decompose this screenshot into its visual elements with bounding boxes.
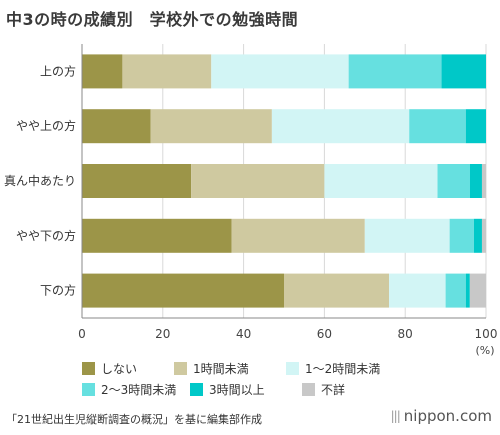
- bar-segment: [284, 273, 390, 308]
- x-tick-label: 80: [398, 327, 413, 341]
- bar-segment: [271, 109, 410, 144]
- bar-segment: [481, 218, 486, 253]
- legend-swatch: [82, 361, 95, 375]
- x-axis: 0 20 40 60 80 100 (%): [78, 44, 497, 357]
- bar-segment: [473, 218, 482, 253]
- source-note: 「21世紀出生児縦断調査の概況」を基に編集部作成: [6, 413, 262, 426]
- category-label: 下の方: [40, 283, 76, 298]
- x-unit-label: (%): [475, 344, 494, 357]
- legend-item-3h-plus: 3時間以上: [190, 381, 294, 397]
- legend-label: 1～2時間未満: [305, 361, 381, 376]
- bar-segment: [82, 54, 123, 89]
- legend-item-unknown: 不詳: [302, 381, 345, 397]
- legend-item-1-2h: 1～2時間未満: [286, 360, 404, 376]
- bar-segment: [437, 164, 470, 198]
- bar-segment: [348, 54, 442, 89]
- legend-swatch: [174, 361, 187, 375]
- category-label: 上の方: [40, 63, 76, 78]
- legend-item-under-1h: 1時間未満: [174, 360, 278, 376]
- category-label: やや上の方: [16, 118, 76, 133]
- legend-label: 不詳: [321, 382, 346, 397]
- bar-segment: [469, 164, 482, 198]
- legend-swatch: [302, 382, 315, 396]
- x-tick-label: 40: [236, 327, 251, 341]
- category-label: やや下の方: [16, 228, 76, 243]
- bar-segment: [82, 109, 151, 144]
- bar-segment: [364, 218, 450, 253]
- legend-swatch: [82, 382, 95, 396]
- bar-segment: [469, 273, 486, 308]
- bar-segment: [449, 218, 474, 253]
- bar-segment: [389, 273, 446, 308]
- bars: [82, 54, 486, 308]
- bar-segment: [445, 273, 466, 308]
- legend-label: しない: [101, 361, 138, 376]
- bar-segment: [481, 164, 486, 198]
- bar-segment: [191, 164, 325, 198]
- x-tick-label: 100: [475, 327, 498, 341]
- legend-item-none: しない: [82, 360, 166, 376]
- legend-label: 1時間未満: [193, 361, 249, 376]
- bar-segment: [409, 109, 466, 144]
- bar-segment: [122, 54, 212, 89]
- legend: しない 1時間未満 1～2時間未満 2～3時間未満 3時間以上 不詳: [82, 360, 497, 397]
- bar-segment: [231, 218, 365, 253]
- legend-label: 3時間以上: [209, 382, 265, 397]
- bar-segment: [150, 109, 272, 144]
- brand-logo[interactable]: ||| nippon.com: [391, 407, 492, 425]
- legend-swatch: [286, 361, 299, 375]
- bar-segment: [465, 109, 486, 144]
- x-tick-label: 0: [78, 327, 86, 341]
- legend-item-2-3h: 2～3時間未満: [82, 381, 190, 397]
- bar-segment: [324, 164, 438, 198]
- brand-mark-icon: |||: [390, 409, 401, 423]
- bar-segment: [82, 273, 284, 308]
- category-label: 真ん中あたり: [4, 173, 76, 188]
- legend-swatch: [190, 382, 203, 396]
- bar-segment: [211, 54, 349, 89]
- bar-segment: [441, 54, 486, 89]
- bar-segment: [82, 218, 232, 253]
- chart-title: 中3の時の成績別 学校外での勉強時間: [6, 10, 299, 29]
- x-tick-label: 60: [317, 327, 332, 341]
- legend-label: 2～3時間未満: [101, 382, 177, 397]
- brand-name: nippon.com: [403, 407, 492, 425]
- bar-segment: [82, 164, 192, 198]
- bar-segment: [465, 273, 470, 308]
- x-tick-label: 20: [155, 327, 170, 341]
